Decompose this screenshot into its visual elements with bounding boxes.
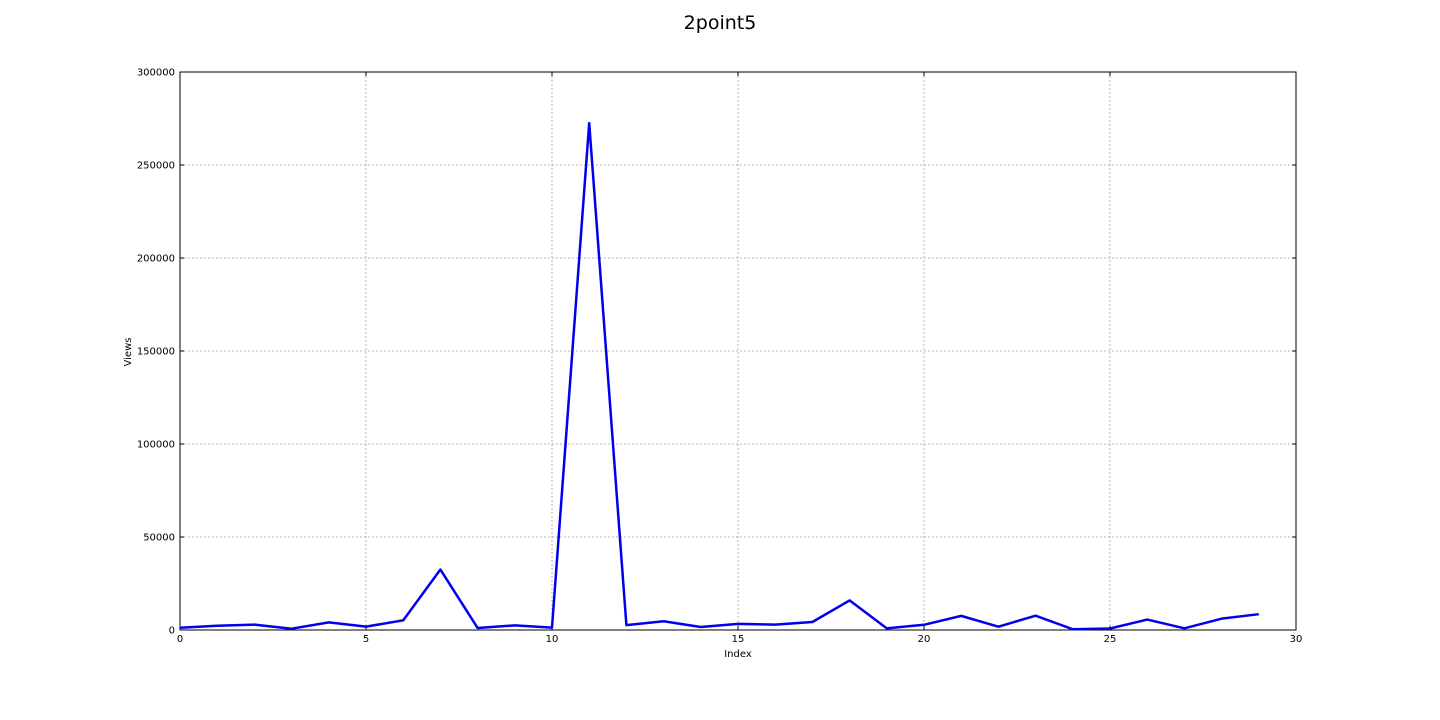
y-tick-label: 50000 [143, 533, 175, 544]
y-tick-label: 200000 [137, 254, 175, 265]
x-axis-tick-labels: 0 5 10 15 20 25 30 [177, 634, 1303, 645]
x-tick-label: 0 [177, 634, 183, 645]
x-tick-label: 20 [918, 634, 931, 645]
y-tick-label: 150000 [137, 347, 175, 358]
series-layer [179, 121, 1259, 631]
y-axis-label: Views [123, 338, 134, 367]
y-tick-label: 100000 [137, 440, 175, 451]
x-tick-label: 10 [546, 634, 559, 645]
grid-lines [180, 72, 1296, 630]
x-axis-label: Index [724, 649, 752, 660]
y-tick-label: 300000 [137, 68, 175, 79]
series-line [179, 121, 1259, 631]
y-tick-label: 0 [169, 626, 175, 637]
x-tick-label: 15 [732, 634, 745, 645]
x-tick-label: 25 [1104, 634, 1117, 645]
y-axis-tick-labels: 0 50000 100000 150000 200000 250000 300000 [137, 68, 175, 637]
chart-title: 2point5 [684, 12, 757, 34]
x-tick-label: 30 [1290, 634, 1303, 645]
x-tick-label: 5 [363, 634, 369, 645]
y-tick-label: 250000 [137, 161, 175, 172]
